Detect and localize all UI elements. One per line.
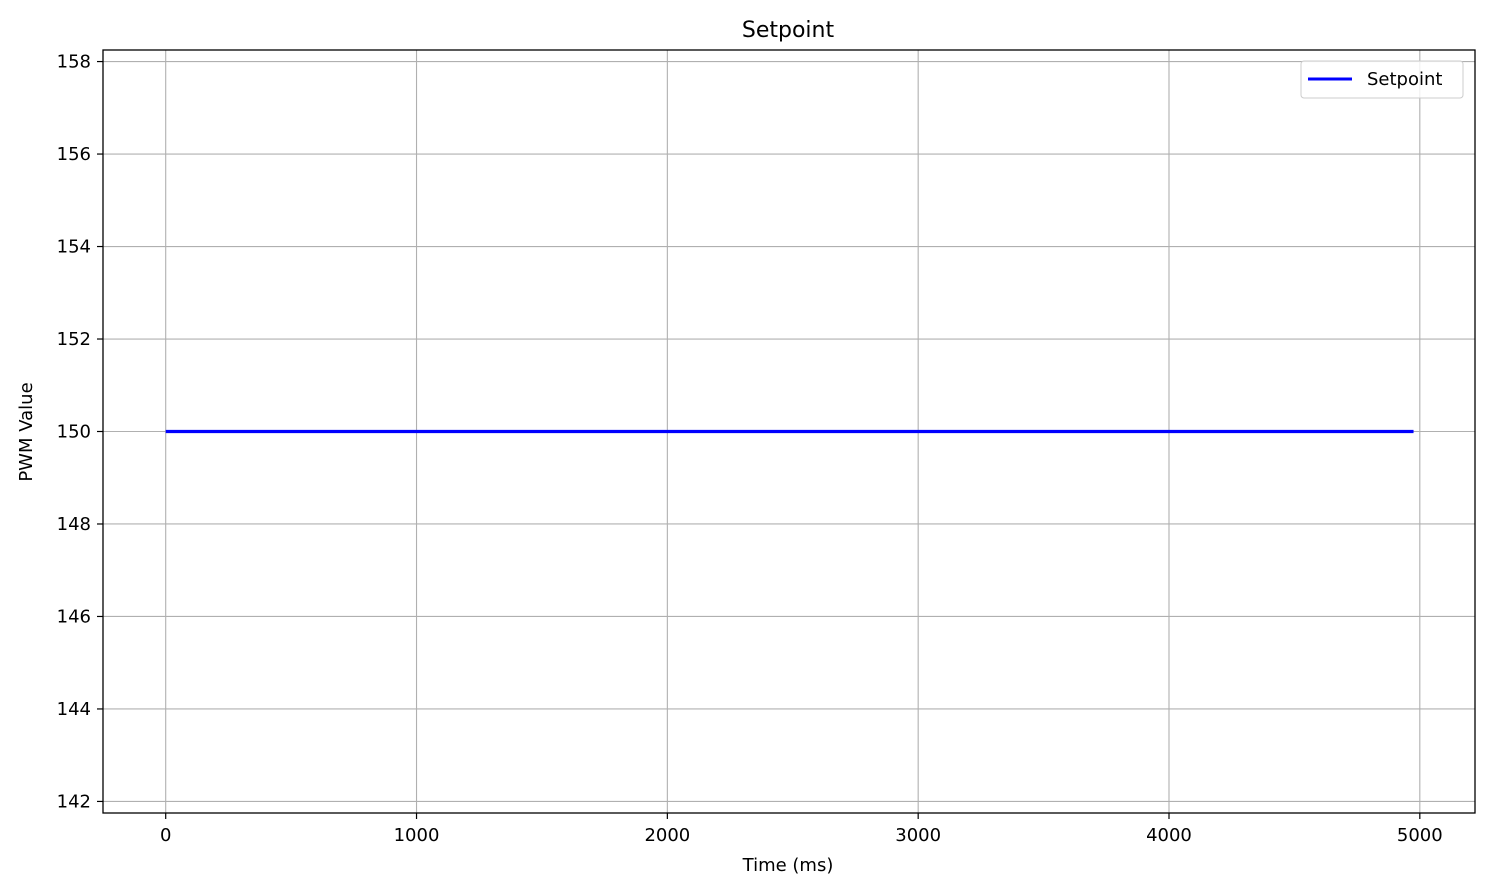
y-tick-label: 158	[57, 52, 91, 73]
x-tick-label: 0	[160, 825, 171, 846]
y-tick-label: 154	[57, 237, 91, 258]
x-tick-label: 2000	[644, 825, 690, 846]
y-tick-label: 152	[57, 329, 91, 350]
x-tick-label: 3000	[895, 825, 941, 846]
axis-ticks: 0 1000 2000 3000 4000 5000 142 144 146 148 150 152 1…	[57, 52, 1443, 846]
x-axis-label: Time (ms)	[742, 855, 834, 876]
x-tick-label: 4000	[1146, 825, 1192, 846]
y-tick-label: 146	[57, 606, 91, 627]
chart-title: Setpoint	[742, 18, 835, 43]
legend: Setpoint	[1300, 60, 1464, 99]
legend-label-setpoint: Setpoint	[1367, 69, 1442, 90]
y-tick-label: 156	[57, 144, 91, 165]
y-tick-label: 144	[57, 699, 91, 720]
x-tick-label: 1000	[394, 825, 440, 846]
y-tick-label: 150	[57, 422, 91, 443]
legend-box	[1300, 60, 1464, 99]
y-tick-label: 142	[57, 791, 91, 812]
x-tick-label: 5000	[1397, 825, 1443, 846]
y-axis-label: PWM Value	[16, 382, 37, 481]
y-tick-label: 148	[57, 514, 91, 535]
